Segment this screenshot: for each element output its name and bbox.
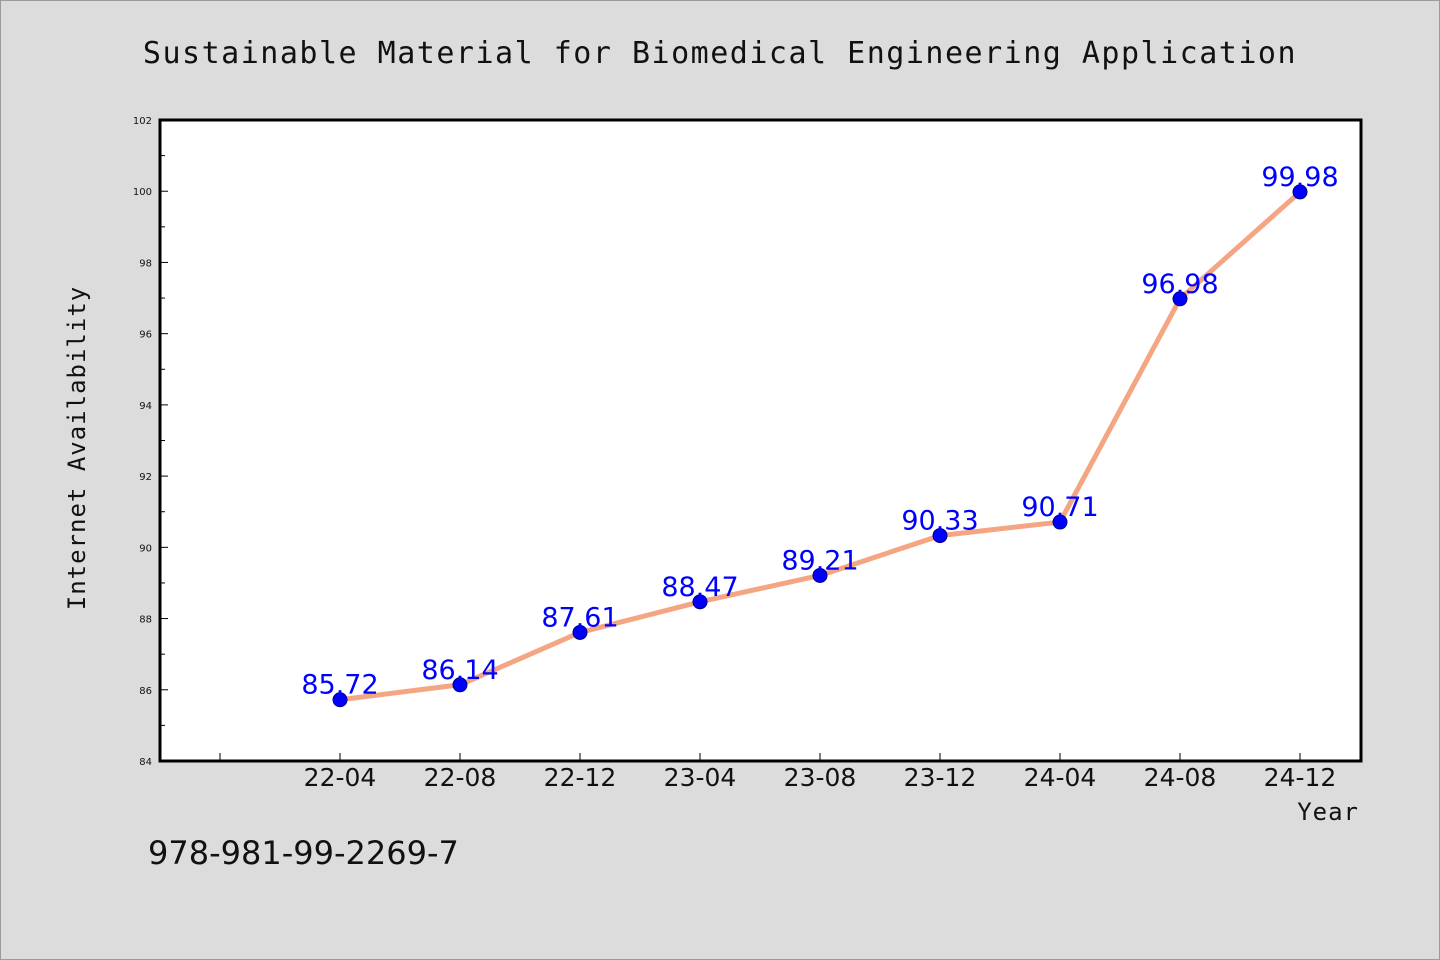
data-point	[932, 528, 948, 544]
data-label: 96.98	[1141, 269, 1218, 300]
x-tick-label: 23-12	[904, 763, 977, 792]
y-tick-label: 94	[139, 401, 152, 412]
x-tick-label: 23-08	[784, 763, 857, 792]
y-tick-label: 84	[139, 757, 152, 768]
data-label: 86.14	[421, 655, 498, 686]
chart-title: Sustainable Material for Biomedical Engi…	[143, 36, 1297, 71]
data-label: 99.98	[1261, 162, 1338, 193]
data-label: 88.47	[661, 572, 738, 603]
data-label: 89.21	[781, 545, 858, 576]
y-tick-label: 96	[139, 330, 152, 341]
data-label: 87.61	[541, 602, 618, 633]
x-tick-label: 22-04	[304, 763, 377, 792]
data-point	[572, 624, 588, 640]
x-tick-label: 22-08	[424, 763, 497, 792]
data-point	[1292, 184, 1308, 200]
data-point	[692, 594, 708, 610]
isbn-text: 978-981-99-2269-7	[148, 834, 459, 872]
data-label: 90.33	[901, 506, 978, 537]
data-point	[812, 567, 828, 583]
x-tick-label: 24-12	[1264, 763, 1337, 792]
y-axis-label: Internet Availability	[63, 286, 91, 610]
series-line-layer: 85.72 86.14 87.61 88.47 89.21 90.33 90.71 96.98…	[301, 162, 1339, 708]
y-tick-label: 92	[139, 472, 152, 483]
y-axis: 84 86 88 90 92 94 96 98 100 102	[133, 116, 168, 768]
x-tick-label: 22-12	[544, 763, 617, 792]
y-tick-label: 98	[139, 258, 152, 269]
y-tick-label: 88	[139, 615, 152, 626]
data-label: 85.72	[301, 670, 378, 701]
data-point	[452, 677, 468, 693]
data-point	[1052, 514, 1068, 530]
y-tick-label: 86	[139, 686, 152, 697]
data-point	[332, 692, 348, 708]
y-tick-label: 102	[133, 116, 152, 127]
data-label: 90.71	[1021, 492, 1098, 523]
x-tick-label: 23-04	[664, 763, 737, 792]
x-tick-label: 24-04	[1024, 763, 1097, 792]
x-axis: 22-04 22-08 22-12 23-04 23-08 23-12 24-04 24-08…	[219, 753, 1337, 792]
data-point	[1172, 291, 1188, 307]
y-tick-label: 100	[133, 187, 152, 198]
x-tick-label: 24-08	[1144, 763, 1217, 792]
x-axis-label: Year	[1297, 798, 1359, 826]
y-tick-label: 90	[139, 543, 152, 554]
plot-area	[158, 118, 1363, 763]
